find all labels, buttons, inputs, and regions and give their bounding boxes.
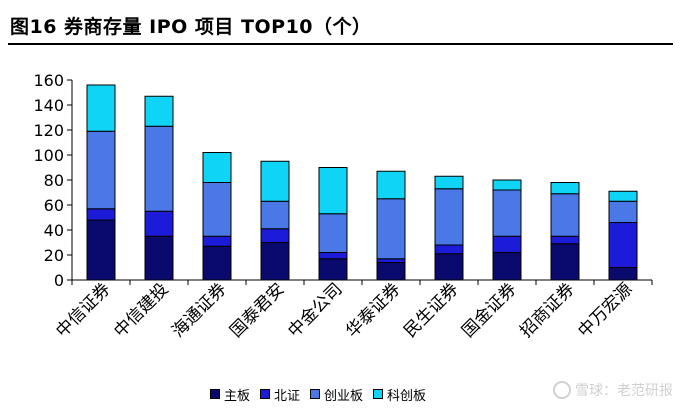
bar-segment-1 <box>434 244 464 255</box>
y-tick-label: 140 <box>33 96 64 115</box>
legend-label: 北证 <box>274 388 301 404</box>
x-tick-label: 国金证券 <box>458 279 520 341</box>
legend-item-1: 北证 <box>260 385 300 404</box>
bar-segment-0 <box>376 262 406 281</box>
bar-segment-0 <box>492 252 522 281</box>
bar-segment-0 <box>550 243 580 281</box>
legend-swatch <box>260 389 271 399</box>
chart-legend: 主板 北证 创业板 科创板 <box>210 384 426 404</box>
bar-segment-1 <box>202 235 232 247</box>
bar-segment-1 <box>260 228 290 243</box>
title-bar: 图16 券商存量 IPO 项目 TOP10（个） <box>8 12 673 38</box>
x-tick-label: 中金公司 <box>284 279 346 341</box>
bar-segment-1 <box>492 235 522 253</box>
x-tick-label: 招商证券 <box>516 279 578 341</box>
bar-segment-0 <box>434 253 464 281</box>
x-tick-label: 中信建投 <box>110 279 172 341</box>
chart-axes: 0 20 40 60 80 100 120 140 160 <box>33 71 653 290</box>
legend-label: 科创板 <box>387 388 427 404</box>
bar-segment-0 <box>86 219 116 281</box>
chart-title: 图16 券商存量 IPO 项目 TOP10（个） <box>10 16 372 38</box>
bar-segment-2 <box>86 130 116 210</box>
bar-segment-2 <box>260 200 290 230</box>
bar-segment-3 <box>86 84 116 132</box>
bar-segment-2 <box>608 200 638 223</box>
bar-segment-1 <box>318 252 348 260</box>
bar-segment-2 <box>202 182 232 237</box>
y-tick-label: 60 <box>44 196 64 215</box>
x-tick-label: 华泰证券 <box>342 279 404 341</box>
bar-segment-1 <box>608 222 638 268</box>
legend-swatch <box>310 389 321 399</box>
y-tick-label: 100 <box>33 146 64 165</box>
y-tick-label: 40 <box>44 221 64 240</box>
bar-segment-0 <box>318 258 348 281</box>
legend-label: 创业板 <box>324 388 364 404</box>
bar-segment-1 <box>376 258 406 263</box>
bar-segment-3 <box>492 179 522 191</box>
y-tick-label: 120 <box>33 121 64 140</box>
bar-segment-2 <box>434 188 464 246</box>
bar-segment-2 <box>376 198 406 260</box>
legend-label: 主板 <box>224 388 251 404</box>
bar-segment-3 <box>260 160 290 202</box>
stacked-bar-chart: 0 20 40 60 80 100 120 140 160 中信证券中信建投海通证券国泰君安中金… <box>33 71 653 342</box>
bar-segment-0 <box>260 242 290 281</box>
bar-segment-1 <box>144 210 174 237</box>
bar-segment-0 <box>608 267 638 281</box>
title-divider <box>8 43 673 45</box>
bar-segment-0 <box>144 235 174 281</box>
y-tick-label: 80 <box>44 171 64 190</box>
watermark-text: 雪球：老范研报 <box>575 383 673 399</box>
x-tick-label: 中万宏源 <box>574 279 636 341</box>
legend-item-2: 创业板 <box>310 385 363 404</box>
x-tick-label: 海通证券 <box>168 279 230 341</box>
y-tick-label: 0 <box>54 271 64 290</box>
bar-segment-1 <box>86 208 116 221</box>
bar-segment-3 <box>202 152 232 183</box>
bar-segment-3 <box>608 190 638 202</box>
bar-segment-0 <box>202 245 232 281</box>
bar-segment-3 <box>144 95 174 127</box>
chart-bars <box>86 84 638 281</box>
watermark-logo-icon <box>553 381 571 399</box>
legend-swatch <box>373 389 384 399</box>
x-tick-label: 国泰君安 <box>226 279 288 341</box>
legend-swatch <box>210 389 220 399</box>
bar-segment-3 <box>318 167 348 215</box>
legend-item-3: 科创板 <box>373 385 426 404</box>
bar-segment-3 <box>434 175 464 190</box>
bar-segment-2 <box>550 193 580 237</box>
legend-item-0: 主板 <box>210 385 250 404</box>
watermark: 雪球：老范研报 <box>553 380 673 400</box>
bar-segment-1 <box>550 235 580 245</box>
bar-segment-3 <box>550 182 580 195</box>
bar-segment-2 <box>318 213 348 253</box>
y-tick-label: 160 <box>33 71 64 90</box>
y-tick-label: 20 <box>44 246 64 265</box>
bar-segment-2 <box>492 189 522 237</box>
bar-segment-2 <box>144 125 174 212</box>
x-tick-label: 民生证券 <box>400 279 462 341</box>
bar-segment-3 <box>376 170 406 200</box>
